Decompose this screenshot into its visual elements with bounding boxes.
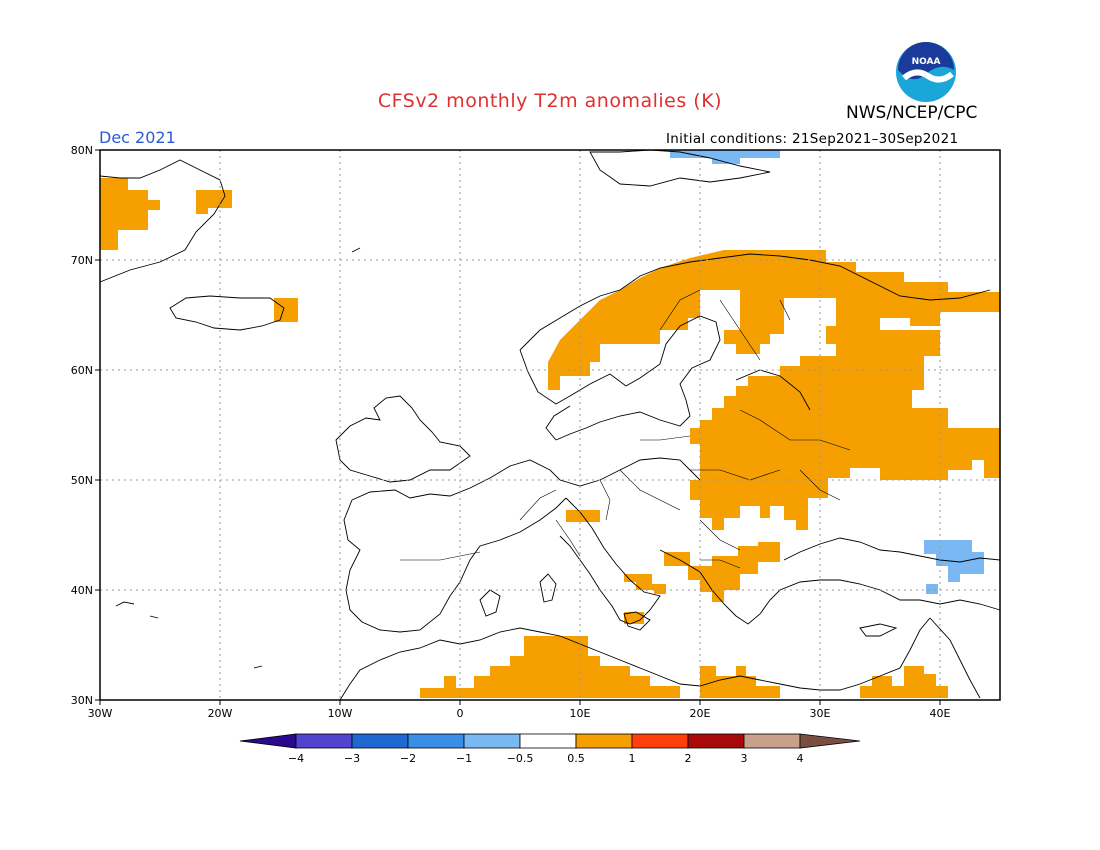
lon-label: 20W bbox=[208, 707, 233, 720]
axis-ticks bbox=[95, 149, 941, 705]
noaa-logo-text: NOAA bbox=[912, 57, 941, 67]
lon-label: 20E bbox=[690, 707, 711, 720]
colorbar-label: 1 bbox=[629, 752, 636, 765]
colorbar-label: −1 bbox=[456, 752, 472, 765]
colorbar-swatch bbox=[295, 733, 353, 749]
lon-label: 0 bbox=[457, 707, 464, 720]
colorbar-swatch bbox=[687, 733, 745, 749]
lat-label: 50N bbox=[71, 474, 93, 487]
noaa-logo: NOAA bbox=[896, 42, 956, 102]
lat-label: 70N bbox=[71, 254, 93, 267]
colorbar-swatch bbox=[239, 733, 297, 749]
map-frame bbox=[99, 149, 1001, 701]
borders bbox=[400, 289, 851, 569]
colorbar-label: 4 bbox=[797, 752, 804, 765]
colorbar-label: −0.5 bbox=[507, 752, 534, 765]
warm-anomaly-areas bbox=[100, 178, 1000, 698]
lat-label: 80N bbox=[71, 144, 93, 157]
forecast-month: Dec 2021 bbox=[99, 128, 176, 147]
colorbar-swatch bbox=[407, 733, 465, 749]
colorbar-label: 0.5 bbox=[567, 752, 585, 765]
colorbar-label: 2 bbox=[685, 752, 692, 765]
colorbar-swatch bbox=[463, 733, 521, 749]
colorbar-label: −2 bbox=[400, 752, 416, 765]
lon-label: 40E bbox=[930, 707, 951, 720]
lon-label: 10W bbox=[328, 707, 353, 720]
lat-label: 60N bbox=[71, 364, 93, 377]
colorbar-swatch bbox=[575, 733, 633, 749]
coastlines bbox=[99, 149, 1001, 701]
lon-label: 30E bbox=[810, 707, 831, 720]
colorbar-swatch bbox=[743, 733, 801, 749]
graticule bbox=[100, 150, 1000, 700]
colorbar-label: 3 bbox=[741, 752, 748, 765]
colorbar-swatch bbox=[631, 733, 689, 749]
colorbar-swatch bbox=[799, 733, 861, 749]
lat-label: 30N bbox=[71, 694, 93, 707]
agency-label: NWS/NCEP/CPC bbox=[846, 103, 978, 123]
colorbar-swatch bbox=[351, 733, 409, 749]
lat-label: 40N bbox=[71, 584, 93, 597]
page-title: CFSv2 monthly T2m anomalies (K) bbox=[377, 90, 723, 112]
initial-conditions: Initial conditions: 21Sep2021–30Sep2021 bbox=[666, 131, 959, 147]
lon-label: 10E bbox=[570, 707, 591, 720]
colorbar bbox=[239, 733, 861, 749]
colorbar-swatch bbox=[519, 733, 577, 749]
colorbar-label: −4 bbox=[288, 752, 304, 765]
lon-label: 30W bbox=[88, 707, 113, 720]
colorbar-label: −3 bbox=[344, 752, 360, 765]
